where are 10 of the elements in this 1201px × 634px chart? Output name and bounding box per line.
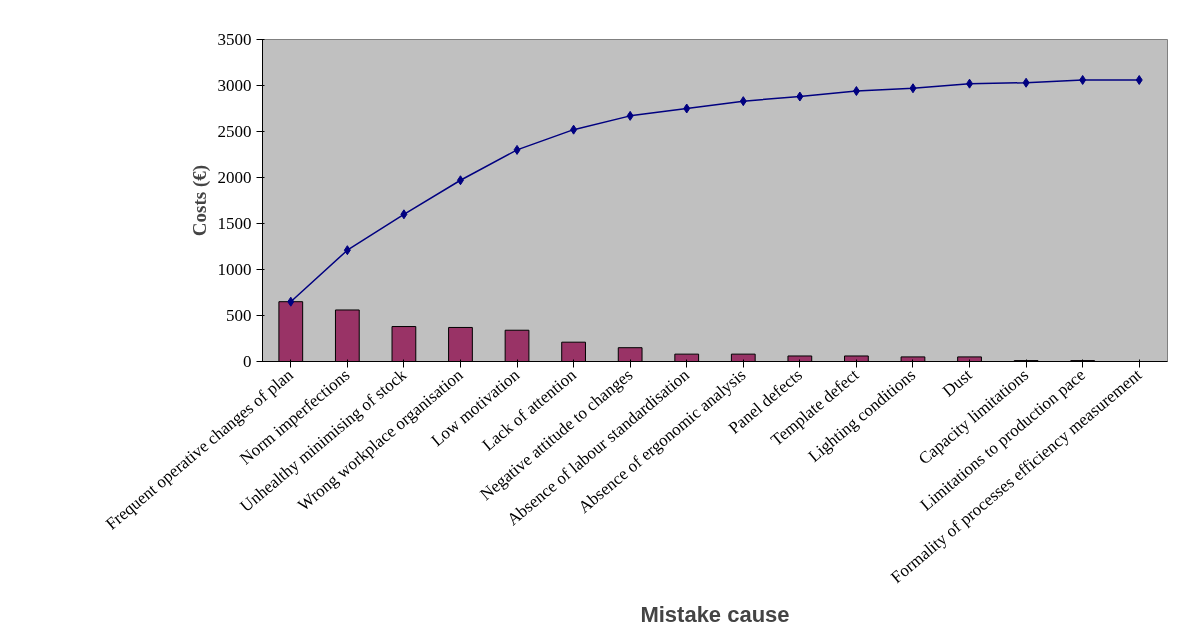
y-tick-label: 2500 (217, 122, 252, 141)
y-tick-label: 3500 (217, 30, 252, 49)
y-tick-label: 500 (226, 306, 252, 325)
y-tick-label: 3000 (217, 76, 252, 95)
y-tick-label: 1000 (217, 260, 252, 279)
x-axis-title: Mistake cause (640, 602, 790, 628)
y-tick-label: 0 (243, 352, 252, 371)
y-tick-label: 2000 (217, 168, 252, 187)
y-tick-label: 1500 (217, 214, 252, 233)
y-axis-title: Costs (€) (188, 164, 211, 237)
